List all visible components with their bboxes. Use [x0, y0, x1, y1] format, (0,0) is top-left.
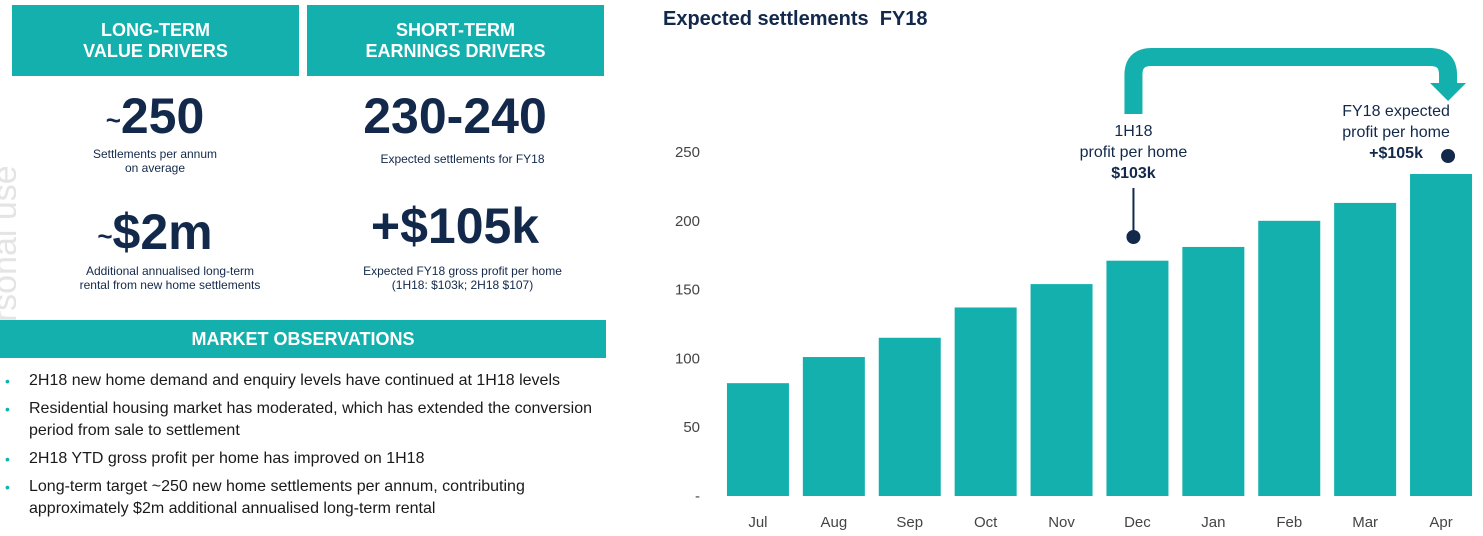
arrow-body: [1124, 48, 1458, 114]
long-term-heading-line1: LONG-TERM: [101, 19, 210, 40]
annotation-text: 1H18: [1114, 123, 1152, 140]
list-item: • Long-term target ~250 new home settleme…: [0, 476, 609, 520]
callout-dot: [1441, 149, 1456, 163]
callout-dot: [1126, 230, 1141, 244]
long-term-heading: LONG-TERM VALUE DRIVERS: [12, 5, 299, 76]
list-item-text: 2H18 YTD gross profit per home has impro…: [29, 450, 425, 467]
x-tick-label: Sep: [896, 514, 923, 531]
x-tick-label: Nov: [1048, 514, 1075, 531]
list-item: • 2H18 new home demand and enquiry levels…: [0, 370, 609, 392]
kpi-settlements-prefix: ~: [105, 105, 121, 135]
kpi-gross-profit-value: +$105k: [370, 198, 540, 254]
short-term-heading: SHORT-TERM EARNINGS DRIVERS: [307, 5, 604, 76]
bar: [726, 383, 789, 496]
arrow-head-icon: [1430, 83, 1467, 101]
bullet-icon: •: [5, 401, 10, 417]
annotation-text: profit per home: [1080, 144, 1188, 161]
kpi-settlements-value: 250: [120, 88, 205, 144]
list-item-text: 2H18 new home demand and enquiry levels …: [29, 372, 561, 389]
list-item-text: Residential housing market has moderated…: [29, 400, 592, 439]
market-observations-heading: MARKET OBSERVATIONS: [0, 320, 606, 358]
bullet-icon: •: [5, 373, 10, 389]
bar: [1182, 246, 1245, 496]
market-observations-list: • 2H18 new home demand and enquiry levels…: [0, 370, 620, 526]
x-tick-label: Feb: [1276, 514, 1302, 531]
short-term-heading-line2: EARNINGS DRIVERS: [365, 40, 546, 61]
market-observations-heading-text: MARKET OBSERVATIONS: [191, 328, 415, 349]
long-term-heading-line2: VALUE DRIVERS: [83, 40, 228, 61]
bullet-icon: •: [5, 479, 10, 495]
x-tick-label: Apr: [1429, 514, 1452, 531]
kpi-rental-caption: Additional annualised long-term rental f…: [79, 264, 261, 292]
bar: [1410, 174, 1473, 497]
kpi-rental: ~$2m: [55, 204, 255, 264]
short-term-heading-line1: SHORT-TERM: [396, 19, 515, 40]
y-tick-label: 200: [675, 213, 700, 230]
y-tick-label: 250: [675, 144, 700, 161]
x-tick-label: Oct: [974, 514, 998, 531]
y-tick-label: 100: [675, 350, 700, 367]
y-tick-label: 50: [683, 419, 700, 436]
x-tick-label: Aug: [820, 514, 847, 531]
chart-title: Expected settlements FY18: [663, 8, 928, 30]
bar: [802, 357, 865, 496]
kpi-settlements-per-annum: ~250: [55, 88, 255, 148]
bar: [1334, 202, 1397, 497]
bar: [1106, 260, 1169, 496]
kpi-rental-prefix: ~: [97, 221, 113, 251]
x-tick-label: Mar: [1352, 514, 1378, 531]
annotation-text: $103k: [1111, 165, 1156, 182]
y-tick-label: -: [695, 488, 700, 505]
kpi-gross-profit-caption: Expected FY18 gross profit per home (1H1…: [363, 264, 562, 292]
list-item: • 2H18 YTD gross profit per home has impr…: [0, 448, 609, 470]
x-tick-label: Jul: [748, 514, 767, 531]
kpi-expected-settlements-value: 230-240: [363, 88, 547, 144]
annotation-text: +$105k: [1369, 145, 1423, 162]
bullet-icon: •: [5, 451, 10, 467]
list-item-text: Long-term target ~250 new home settlemen…: [29, 478, 525, 517]
kpi-rental-value: $2m: [112, 204, 213, 260]
annotation-text: FY18 expected: [1342, 103, 1450, 120]
list-item: • Residential housing market has moderate…: [0, 398, 609, 442]
bar: [1030, 284, 1093, 496]
kpi-expected-settlements: 230-240: [335, 88, 575, 144]
bar: [1258, 220, 1321, 497]
x-tick-label: Jan: [1201, 514, 1225, 531]
annotation-text: profit per home: [1342, 124, 1450, 141]
bar: [954, 307, 1017, 496]
y-tick-label: 150: [675, 282, 700, 299]
x-tick-label: Dec: [1124, 514, 1151, 531]
kpi-gross-profit: +$105k: [335, 198, 575, 254]
kpi-expected-settlements-caption: Expected settlements for FY18: [380, 152, 545, 166]
kpi-settlements-caption: Settlements per annum on average: [92, 147, 218, 175]
bar: [878, 337, 941, 496]
